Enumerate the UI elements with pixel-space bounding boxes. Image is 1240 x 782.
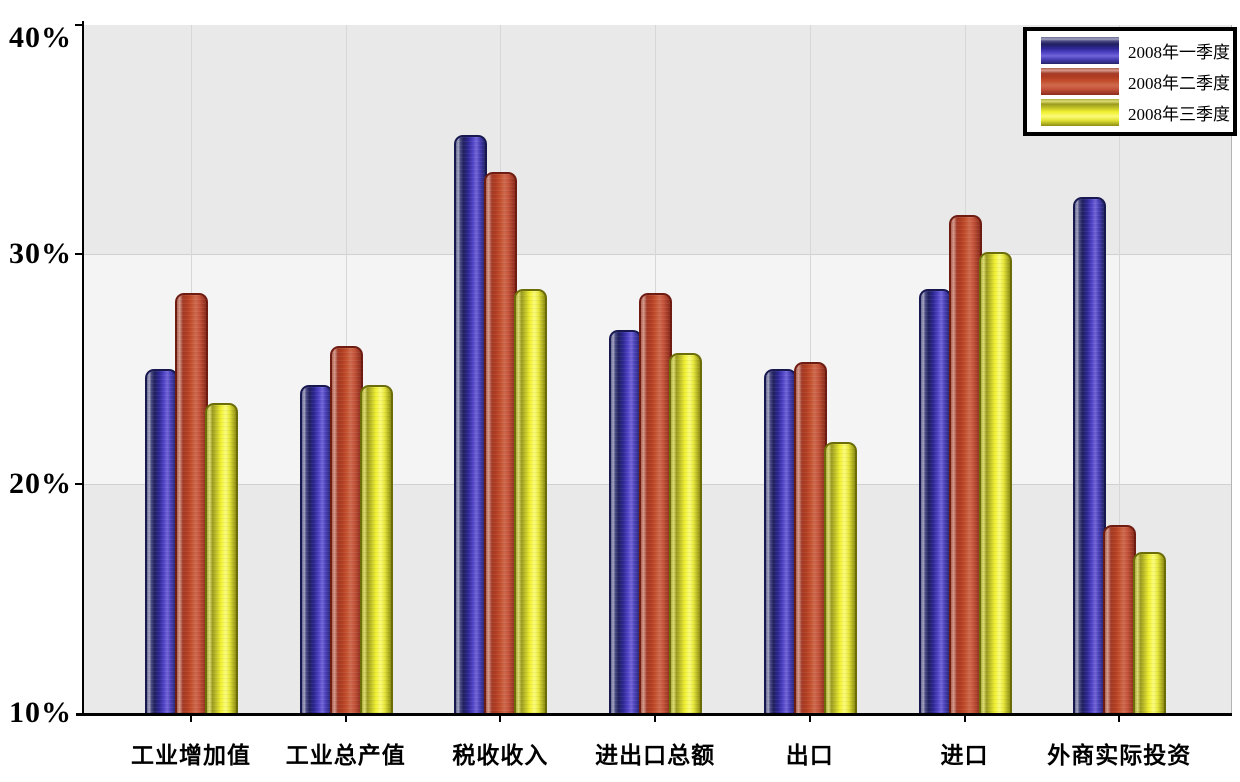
bar-q1-category-4 [763,369,797,713]
legend-label-q2: 2008年二季度 [1128,74,1230,93]
bar-q3-category-6 [1133,552,1167,713]
x-category-label: 工业总产值 [285,743,406,768]
x-axis-labels: 工业增加值 工业总产值 税收收入 进出口总额 出口 进口 外商实际投资 [84,736,1231,776]
bar-q1-category-5 [918,288,952,714]
legend-swatch-q2 [1041,68,1119,95]
y-axis-label: 40% [9,21,72,54]
bar-q3-category-0 [205,403,238,713]
legend-item-q3: 2008年三季度 [1041,97,1230,128]
y-tick [75,482,82,485]
gridline-v [1119,25,1121,713]
x-category-label: 外商实际投资 [1047,743,1192,768]
y-tick [75,253,82,256]
bar-q2-category-6 [1103,524,1137,714]
y-axis-label: 10% [9,696,72,729]
legend-label-q3: 2008年三季度 [1128,105,1230,124]
x-tick [499,716,502,722]
x-category-label: 出口 [785,743,834,768]
x-category-label: 工业增加值 [131,743,251,768]
x-tick [654,716,657,722]
legend-item-q2: 2008年二季度 [1041,66,1230,97]
bar-q1-category-3 [609,330,643,713]
x-category-label: 进口 [940,743,989,768]
legend: 2008年一季度 2008年二季度 2008年三季度 [1023,27,1237,136]
bar-q3-category-2 [514,288,548,714]
x-tick [963,716,966,722]
x-tick [1118,716,1121,722]
bar-q1-category-0 [145,369,178,713]
bar-q2-category-0 [175,293,208,713]
bar-q1-category-2 [454,135,488,713]
x-axis-line [76,713,1232,716]
plot-area [75,21,1232,722]
x-tick [808,716,811,722]
bar-q2-category-5 [948,215,982,713]
bar-q3-category-5 [978,252,1012,713]
legend-swatch-q3 [1041,99,1119,126]
y-axis-line [82,21,84,716]
x-tick [190,716,192,722]
legend-swatch-q1 [1041,37,1119,64]
x-category-label: 进出口总额 [595,743,716,768]
x-category-label: 税收收入 [452,743,549,768]
legend-label-q1: 2008年一季度 [1128,43,1230,62]
bar-q3-category-3 [669,352,703,714]
bar-q2-category-2 [484,171,518,714]
gridline-h [84,254,1231,256]
legend-item-q1: 2008年一季度 [1041,35,1230,66]
y-axis-label: 20% [9,466,72,500]
bar-q2-category-1 [329,346,363,713]
bar-q3-category-1 [359,385,393,713]
x-tick [344,716,347,722]
bar-q1-category-1 [299,385,333,713]
bar-q3-category-4 [823,442,857,713]
bar-q1-category-6 [1073,197,1107,713]
y-axis-label: 30% [9,237,72,271]
y-axis-labels: 10% 20% 30% 40% [0,21,72,729]
bar-q2-category-3 [639,293,673,713]
y-tick [75,24,82,26]
bar-q2-category-4 [793,362,827,713]
